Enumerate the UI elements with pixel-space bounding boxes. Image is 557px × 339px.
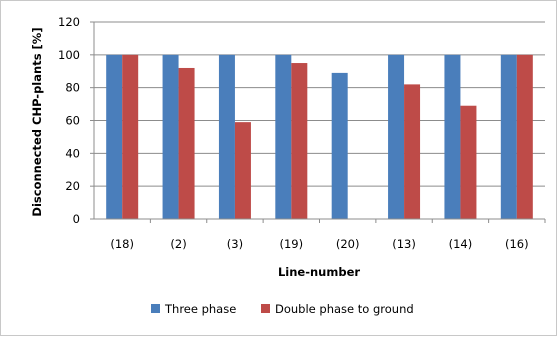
legend-label-double-phase-to-ground: Double phase to ground xyxy=(275,302,414,316)
x-tick-label: (16) xyxy=(505,237,529,251)
bar-three-phase xyxy=(106,54,123,220)
bar-three-phase xyxy=(331,72,348,220)
y-tick-label: 120 xyxy=(58,15,80,29)
bar-three-phase xyxy=(218,54,235,220)
bars xyxy=(106,54,533,220)
gridlines xyxy=(94,21,545,187)
x-tick-label: (20) xyxy=(336,237,360,251)
x-axis-label: Line-number xyxy=(278,265,360,279)
x-tick-label: (3) xyxy=(227,237,243,251)
y-tick-label: 40 xyxy=(65,146,80,160)
y-tick-label: 0 xyxy=(73,212,80,226)
bar-double-phase-to-ground xyxy=(404,84,421,219)
bar-double-phase-to-ground xyxy=(460,105,477,219)
x-tick-label: (14) xyxy=(449,237,473,251)
bar-double-phase-to-ground xyxy=(178,67,195,219)
bar-double-phase-to-ground xyxy=(234,122,251,219)
bar-double-phase-to-ground xyxy=(291,63,308,219)
legend: Three phase Double phase to ground xyxy=(151,302,414,316)
y-axis-label: Disconnected CHP-plants [%] xyxy=(30,27,44,216)
bar-double-phase-to-ground xyxy=(516,54,533,220)
legend-label-three-phase: Three phase xyxy=(164,302,236,316)
bar-three-phase xyxy=(444,54,461,220)
y-axis-ticks: 0 20 40 60 80 100 120 xyxy=(58,15,94,226)
x-tick-label: (19) xyxy=(280,237,304,251)
legend-swatch-double-phase-to-ground xyxy=(261,304,270,313)
legend-swatch-three-phase xyxy=(151,304,160,313)
y-tick-label: 80 xyxy=(65,81,80,95)
y-tick-label: 100 xyxy=(58,48,80,62)
bar-three-phase xyxy=(388,54,405,220)
x-tick-label: (13) xyxy=(392,237,416,251)
x-tick-label: (18) xyxy=(110,237,134,251)
bar-three-phase xyxy=(162,54,179,220)
bar-three-phase xyxy=(275,54,292,220)
bar-double-phase-to-ground xyxy=(122,54,139,220)
x-tick-label: (2) xyxy=(170,237,186,251)
bar-three-phase xyxy=(500,54,517,220)
x-axis-ticks: (18) (2) (3) (19) (20) (13) (14) (16) xyxy=(110,219,546,251)
y-tick-label: 60 xyxy=(65,114,80,128)
y-tick-label: 20 xyxy=(65,179,80,193)
